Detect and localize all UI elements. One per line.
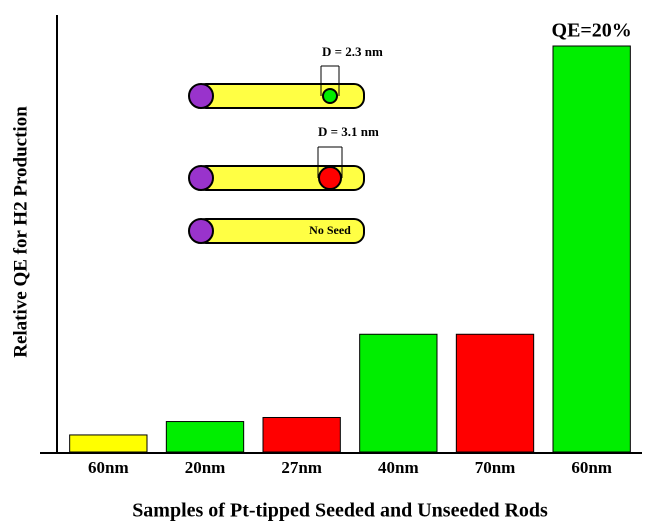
annotation: D = 2.3 nm — [322, 44, 383, 59]
x-tick-label: 40nm — [378, 458, 419, 477]
annotation: D = 3.1 nm — [318, 124, 379, 139]
tip — [189, 84, 213, 108]
tip — [189, 219, 213, 243]
annotation: No Seed — [309, 223, 351, 237]
value-label: QE=20% — [552, 20, 632, 42]
chart: Relative QE for H2 Production Samples of… — [0, 0, 648, 528]
x-tick-label: 20nm — [185, 458, 226, 477]
seed — [319, 167, 341, 189]
bar — [166, 422, 243, 452]
schematic — [189, 66, 364, 243]
x-tick-label: 27nm — [281, 458, 322, 477]
tip — [189, 166, 213, 190]
x-tick-label: 60nm — [88, 458, 129, 477]
bar — [263, 417, 340, 452]
y-axis-label: Relative QE for H2 Production — [10, 106, 31, 358]
bar — [456, 334, 533, 452]
x-axis-label: Samples of Pt-tipped Seeded and Unseeded… — [132, 500, 548, 522]
x-tick-label: 70nm — [475, 458, 516, 477]
bar — [553, 46, 630, 452]
bar — [360, 334, 437, 452]
x-tick-label: 60nm — [571, 458, 612, 477]
seed — [323, 89, 337, 103]
page: Relative QE for H2 Production Samples of… — [0, 0, 648, 528]
bar — [70, 435, 147, 452]
